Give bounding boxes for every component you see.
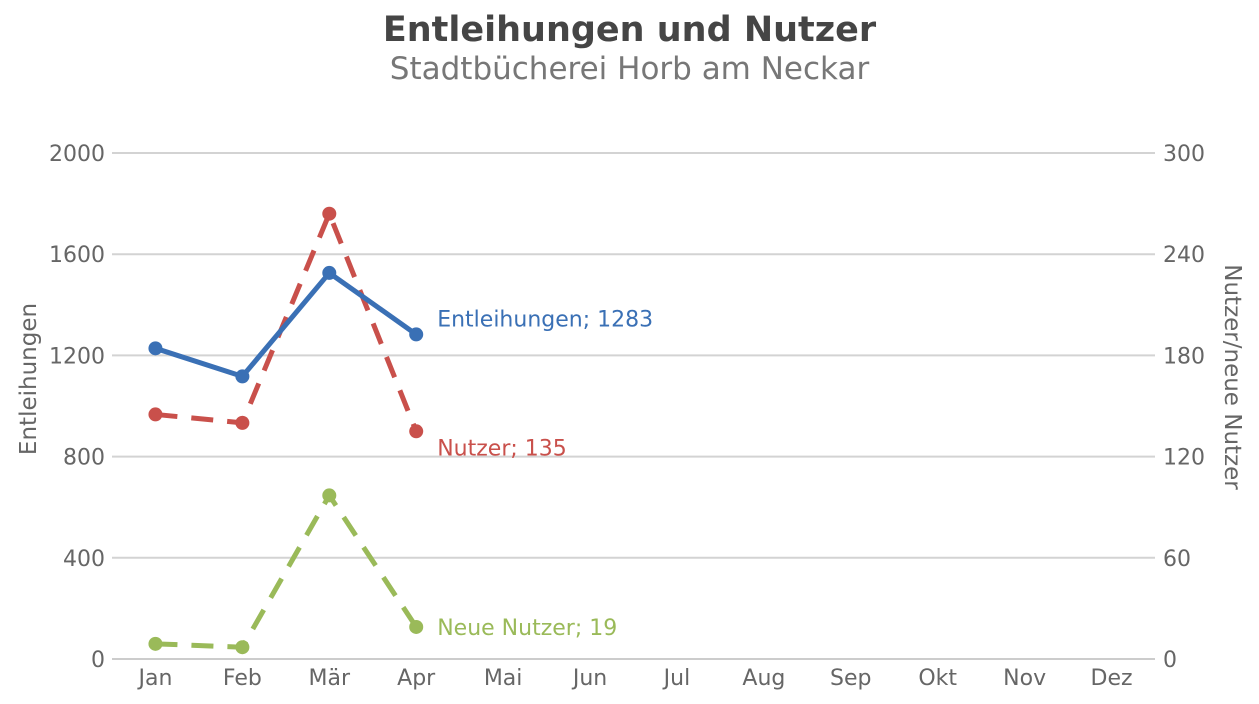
right-tick-label: 60 [1163,547,1191,572]
series-end-label: Nutzer; 135 [437,436,567,461]
x-tick-label: Apr [397,666,436,691]
data-point [235,369,250,384]
data-point [235,415,250,430]
x-tick-label: Dez [1091,666,1133,691]
series-neue-nutzer: Neue Nutzer; 19 [148,488,617,655]
series-end-label: Entleihungen; 1283 [437,307,653,332]
left-tick-label: 2000 [49,142,105,167]
right-tick-label: 240 [1163,243,1205,268]
series-end-label: Neue Nutzer; 19 [437,616,617,641]
x-tick-label: Jul [662,666,691,691]
data-point [322,206,337,221]
series-entleihungen: Entleihungen; 1283 [148,265,653,384]
grid-lines [112,152,1155,660]
series-line-neue-nutzer [155,492,419,650]
right-axis-title: Nutzer/neue Nutzer [1219,264,1245,490]
data-point [148,407,163,422]
data-point [322,488,337,503]
x-tick-label: Mär [309,666,351,691]
left-tick-label: 800 [63,446,105,471]
left-axis-ticks: 0 400 800 1200 1600 2000 [49,142,105,673]
right-tick-label: 0 [1163,648,1177,673]
x-axis-ticks: Jan Feb Mär Apr Mai Jun Jul Aug Sep Okt Nov Dez [136,666,1132,691]
x-tick-label: Sep [830,666,871,691]
chart-subtitle: Stadtbücherei Horb am Neckar [389,51,870,87]
x-tick-label: Jan [136,666,172,691]
chart-title: Entleihungen und Nutzer [382,10,877,50]
data-point [235,640,250,655]
x-tick-label: Feb [223,666,262,691]
left-tick-label: 0 [91,648,105,673]
right-axis-ticks: 0 60 120 180 240 300 [1163,142,1205,673]
series-line-nutzer [155,211,419,433]
series-group: Nutzer; 135 Neue Nutzer; 19 Entleihungen; … [148,206,653,655]
x-tick-label: Aug [742,666,785,691]
data-point [148,341,163,356]
right-tick-label: 300 [1163,142,1205,167]
series-nutzer: Nutzer; 135 [148,206,567,461]
x-tick-label: Nov [1003,666,1046,691]
data-point [409,327,424,342]
left-tick-label: 1200 [49,344,105,369]
data-point [409,619,424,634]
left-tick-label: 1600 [49,243,105,268]
series-line-entleihungen [154,270,418,379]
x-tick-label: Mai [484,666,523,691]
left-axis-title: Entleihungen [16,303,42,455]
data-point [148,636,163,651]
x-tick-label: Okt [918,666,957,691]
left-tick-label: 400 [63,547,105,572]
data-point [409,424,424,439]
right-tick-label: 120 [1163,446,1205,471]
x-tick-label: Jun [571,666,607,691]
data-point [322,265,337,280]
right-tick-label: 180 [1163,344,1205,369]
